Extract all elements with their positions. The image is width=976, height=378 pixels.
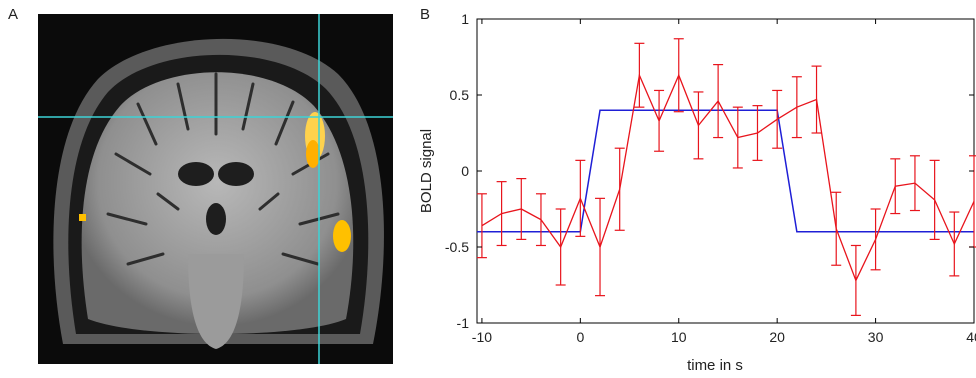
panel-label-b: B bbox=[420, 6, 431, 23]
y-tick-label: 0 bbox=[461, 163, 469, 179]
panel-label-a: A bbox=[8, 6, 19, 23]
y-tick-label: -1 bbox=[457, 315, 470, 331]
error-bar bbox=[890, 158, 901, 215]
y-tick-label: 1 bbox=[461, 11, 469, 27]
error-bar bbox=[614, 147, 625, 231]
x-tick-label: 0 bbox=[576, 329, 584, 345]
brain-tissue bbox=[81, 72, 354, 334]
coronal-brain-slice bbox=[38, 14, 393, 364]
x-tick-label: -10 bbox=[472, 329, 492, 345]
error-bar bbox=[516, 178, 527, 240]
error-bar bbox=[535, 193, 546, 247]
error-bar bbox=[752, 105, 763, 161]
error-bar bbox=[634, 42, 645, 108]
error-bar bbox=[831, 191, 842, 266]
error-bar bbox=[870, 208, 881, 271]
error-bar bbox=[654, 89, 665, 152]
activation-blobs bbox=[79, 112, 351, 252]
error-bar bbox=[850, 244, 861, 316]
x-tick-label: 30 bbox=[868, 329, 884, 345]
error-bar bbox=[713, 63, 724, 139]
error-bar bbox=[555, 208, 566, 286]
bold-signal-chart: -10 0 10 20 30 40 -1 -0.5 0 0.5 1 time in s BOLD … bbox=[418, 11, 976, 374]
plot-area bbox=[476, 18, 975, 324]
bold-signal-line bbox=[481, 72, 975, 283]
error-bar bbox=[929, 159, 940, 240]
y-tick-label: -0.5 bbox=[445, 239, 469, 255]
error-bar bbox=[909, 155, 920, 212]
x-axis-ticks: -10 0 10 20 30 40 bbox=[472, 19, 976, 345]
error-bar bbox=[595, 197, 606, 297]
ventricles bbox=[178, 162, 254, 235]
y-axis-ticks: -1 -0.5 0 0.5 1 bbox=[445, 11, 974, 331]
error-bar bbox=[949, 211, 960, 277]
error-bar bbox=[575, 159, 586, 237]
error-bar bbox=[496, 181, 507, 247]
plot-content bbox=[476, 38, 976, 316]
y-axis-label: BOLD signal bbox=[418, 129, 435, 213]
crosshair bbox=[38, 14, 393, 364]
brainstem bbox=[188, 254, 244, 349]
error-bar bbox=[791, 76, 802, 139]
y-tick-label: 0.5 bbox=[450, 87, 470, 103]
model-boxcar-line bbox=[477, 109, 974, 233]
error-bar bbox=[811, 65, 822, 134]
error-bar bbox=[732, 106, 743, 169]
x-tick-label: 10 bbox=[671, 329, 687, 345]
x-tick-label: 40 bbox=[966, 329, 976, 345]
x-axis-label: time in s bbox=[687, 357, 743, 374]
error-bar bbox=[693, 91, 704, 160]
x-tick-label: 20 bbox=[769, 329, 785, 345]
error-bar bbox=[772, 89, 783, 149]
error-bar bbox=[673, 38, 684, 113]
